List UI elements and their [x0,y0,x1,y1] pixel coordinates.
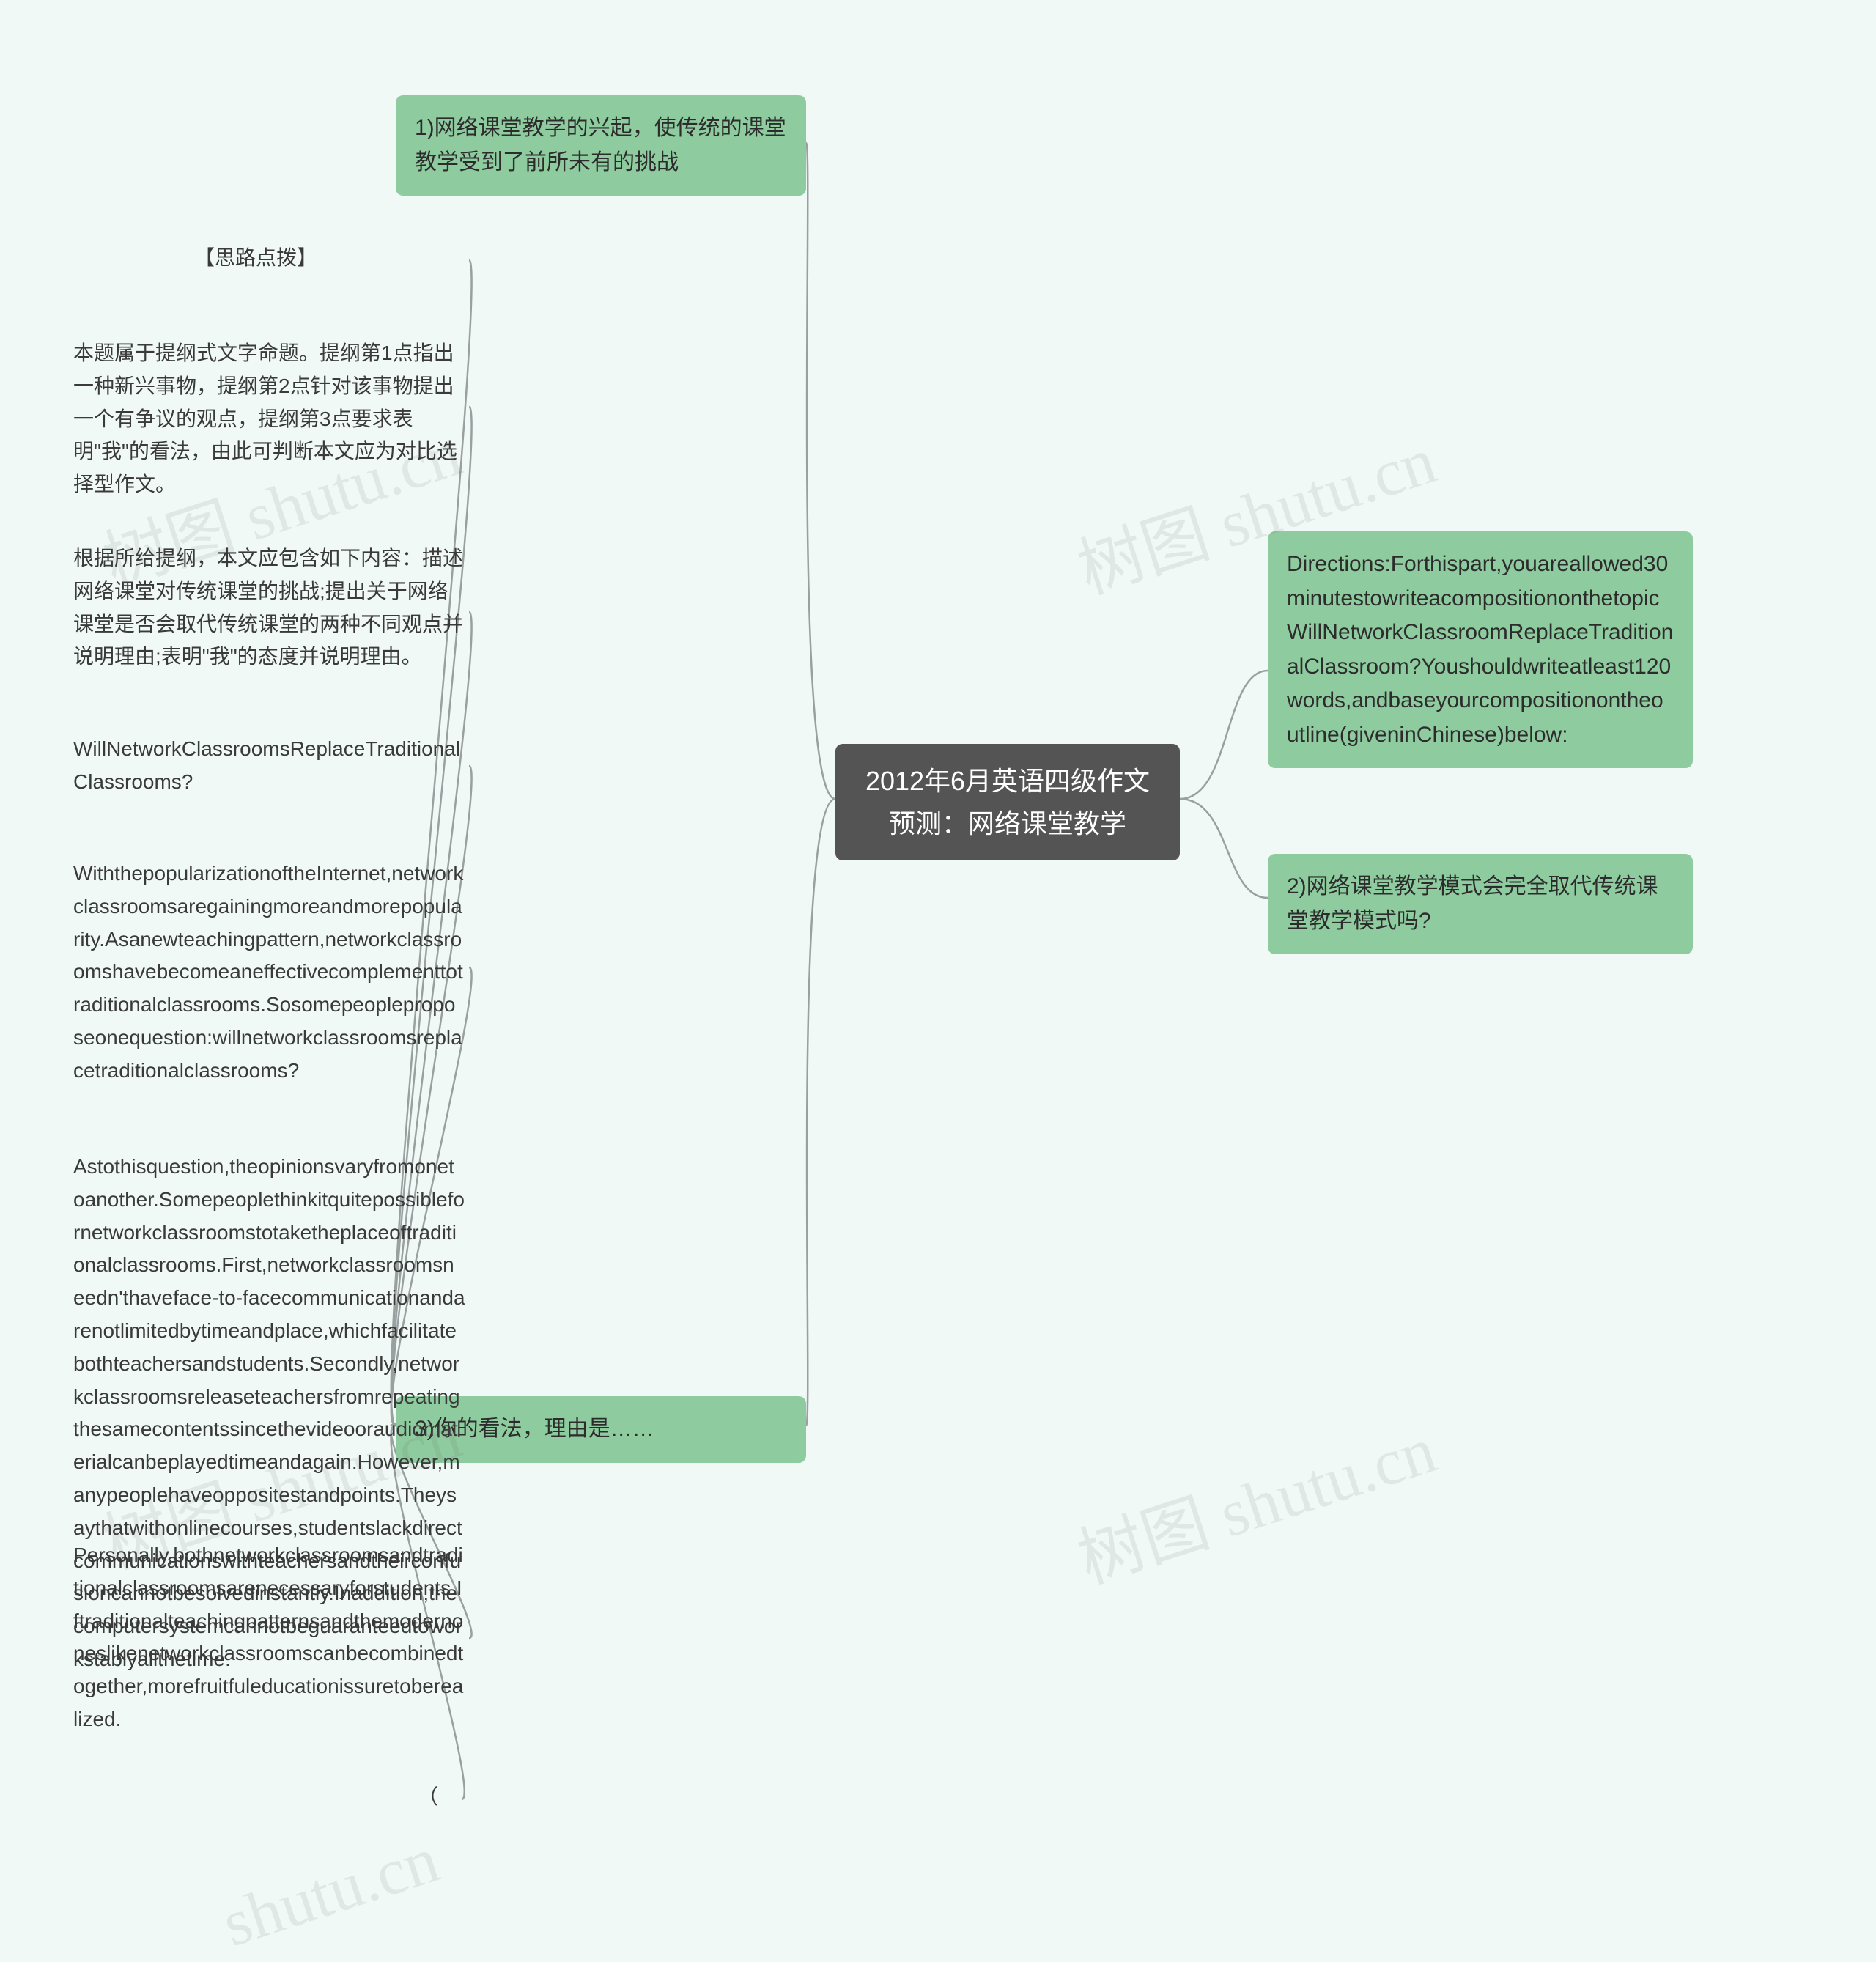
conn-root-q3 [806,799,835,1426]
leaf-essay-p1-text: WiththepopularizationoftheInternet,netwo… [73,862,463,1082]
node-q1-label: 1)网络课堂教学的兴起，使传统的课堂教学受到了前所未有的挑战 [415,116,786,174]
conn-root-q2 [1180,799,1268,898]
leaf-hint-p2[interactable]: 根据所给提纲，本文应包含如下内容：描述网络课堂对传统课堂的挑战;提出关于网络课堂… [73,542,465,674]
node-q1[interactable]: 1)网络课堂教学的兴起，使传统的课堂教学受到了前所未有的挑战 [396,95,806,196]
leaf-trail-paren-text: （ [418,1785,438,1808]
watermark: 树图 shutu.cn [1064,1396,1445,1601]
root-node[interactable]: 2012年6月英语四级作文预测：网络课堂教学 [835,744,1180,860]
leaf-essay-title[interactable]: WillNetworkClassroomsReplaceTraditionalC… [73,733,465,799]
leaf-essay-title-text: WillNetworkClassroomsReplaceTraditionalC… [73,737,460,793]
leaf-hint-p2-text: 根据所给提纲，本文应包含如下内容：描述网络课堂对传统课堂的挑战;提出关于网络课堂… [73,547,463,668]
leaf-trail-paren[interactable]: （ [418,1781,462,1814]
leaf-essay-p3[interactable]: Personally,bothnetworkclassroomsandtradi… [73,1539,465,1736]
watermark: shutu.cn [213,1822,448,1962]
leaf-hint-p1[interactable]: 本题属于提纲式文字命题。提纲第1点指出一种新兴事物，提纲第2点针对该事物提出一个… [73,337,465,501]
leaf-hint-title-text: 【思路点拨】 [194,246,317,269]
node-directions[interactable]: Directions:Forthispart,youareallowed30mi… [1268,531,1693,768]
leaf-hint-title[interactable]: 【思路点拨】 [194,242,557,275]
leaf-essay-p3-text: Personally,bothnetworkclassroomsandtradi… [73,1544,463,1730]
node-q2[interactable]: 2)网络课堂教学模式会完全取代传统课堂教学模式吗? [1268,854,1693,954]
node-q2-label: 2)网络课堂教学模式会完全取代传统课堂教学模式吗? [1287,874,1658,933]
leaf-hint-p1-text: 本题属于提纲式文字命题。提纲第1点指出一种新兴事物，提纲第2点针对该事物提出一个… [73,342,457,495]
conn-root-q1 [806,143,835,799]
leaf-essay-p1[interactable]: WiththepopularizationoftheInternet,netwo… [73,858,465,1088]
conn-root-directions [1180,671,1268,799]
node-directions-label: Directions:Forthispart,youareallowed30mi… [1287,552,1673,747]
root-label: 2012年6月英语四级作文预测：网络课堂教学 [865,766,1150,838]
